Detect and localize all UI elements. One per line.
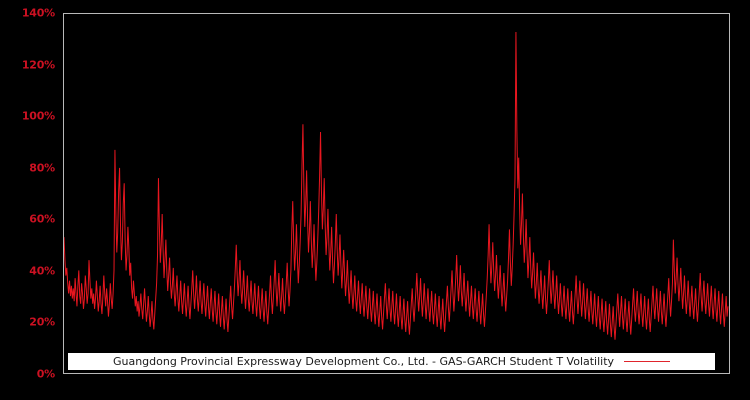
- y-axis-tick-label: 60%: [29, 212, 55, 226]
- legend-label: Guangdong Provincial Expressway Developm…: [112, 355, 615, 368]
- legend-line-sample-icon: [624, 361, 671, 362]
- y-axis-tick-label: 140%: [21, 6, 55, 20]
- legend: Guangdong Provincial Expressway Developm…: [68, 353, 715, 370]
- volatility-series-svg: [64, 31, 729, 340]
- y-axis-tick-label: 40%: [29, 264, 55, 278]
- series-line-volatility: [64, 31, 729, 340]
- legend-entry-volatility[interactable]: Guangdong Provincial Expressway Developm…: [112, 355, 671, 368]
- y-axis-tick-label: 80%: [29, 161, 55, 175]
- y-axis-tick-label: 20%: [29, 315, 55, 329]
- y-axis: 140% 120% 100% 80% 60% 40% 20% 0%: [0, 0, 63, 400]
- y-axis-tick-label: 120%: [21, 58, 55, 72]
- y-axis-tick-label: 0%: [36, 367, 55, 381]
- plot-area: [63, 13, 730, 374]
- y-axis-tick-label: 100%: [21, 109, 55, 123]
